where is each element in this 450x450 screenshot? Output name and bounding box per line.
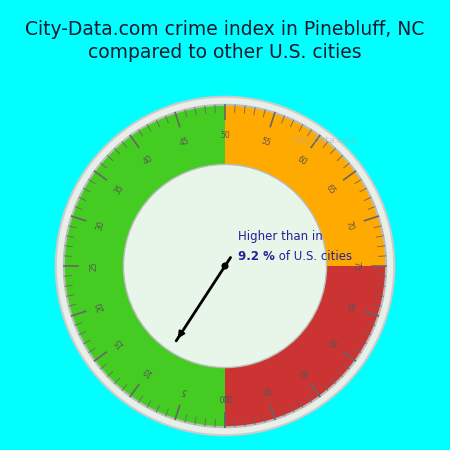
Text: 80: 80 <box>343 301 355 312</box>
Text: 75: 75 <box>351 261 360 271</box>
Text: 40: 40 <box>142 154 155 167</box>
Text: 50: 50 <box>220 131 230 140</box>
Text: 60: 60 <box>295 154 308 167</box>
Text: 100: 100 <box>218 392 232 401</box>
Text: compared to other U.S. cities: compared to other U.S. cities <box>88 43 362 62</box>
Text: 90: 90 <box>295 365 308 378</box>
Text: City-Data.com: City-Data.com <box>292 136 357 145</box>
Text: of U.S. cities: of U.S. cities <box>275 250 352 263</box>
Text: 25: 25 <box>90 261 99 271</box>
Text: 20: 20 <box>95 301 107 312</box>
Wedge shape <box>225 105 386 266</box>
Text: Higher than in: Higher than in <box>238 230 323 243</box>
Text: City-Data.com crime index in Pinebluff, NC: City-Data.com crime index in Pinebluff, … <box>25 20 425 39</box>
Text: 0: 0 <box>223 392 227 401</box>
Circle shape <box>56 97 394 435</box>
Circle shape <box>123 164 327 368</box>
Text: 65: 65 <box>324 183 337 196</box>
Text: 95: 95 <box>259 384 271 396</box>
Text: 45: 45 <box>179 136 191 148</box>
Wedge shape <box>225 266 386 427</box>
Wedge shape <box>64 105 225 427</box>
Text: 9.2 %: 9.2 % <box>238 250 275 263</box>
Text: 5: 5 <box>181 385 189 395</box>
Text: 15: 15 <box>113 336 126 349</box>
Text: 30: 30 <box>95 220 107 232</box>
Text: 85: 85 <box>324 336 337 349</box>
Text: 10: 10 <box>142 365 155 378</box>
Text: 55: 55 <box>259 136 271 148</box>
Text: 35: 35 <box>113 183 126 196</box>
Circle shape <box>221 262 229 270</box>
Text: 70: 70 <box>343 220 355 232</box>
